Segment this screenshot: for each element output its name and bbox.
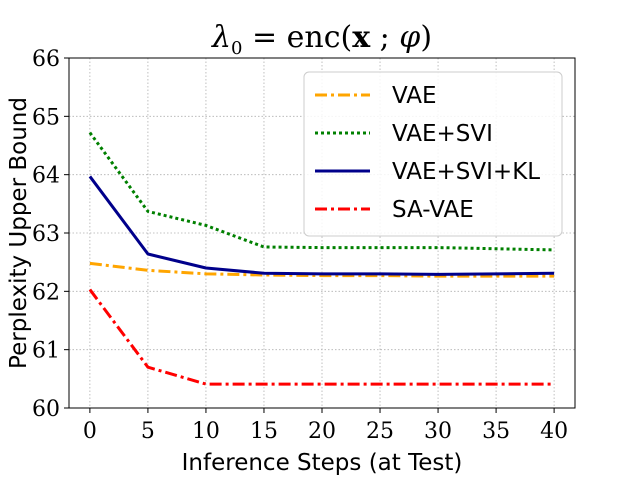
y-tick-label: 65 [32, 105, 60, 130]
y-tick-label: 66 [32, 47, 60, 72]
x-tick-label: 20 [308, 419, 336, 444]
title-close: ) [420, 20, 432, 55]
x-tick-label: 40 [540, 419, 568, 444]
legend: VAE VAE+SVI VAE+SVI+KL SA-VAE [303, 71, 563, 237]
x-tick-label: 30 [424, 419, 452, 444]
x-tick-label: 0 [83, 419, 97, 444]
axis-ticks: 0 5 10 15 20 25 30 35 40 60 61 62 63 64 65 66 [32, 47, 568, 444]
y-tick-label: 61 [32, 339, 60, 364]
title-sep: ; [370, 20, 399, 55]
title-phi: φ [399, 20, 420, 55]
title-lambda: λ [211, 20, 231, 55]
chart-title: λ0 = enc(x ; φ) [211, 20, 432, 59]
series-lines [88, 131, 555, 386]
y-tick-label: 62 [32, 280, 60, 305]
legend-label-vae-svi: VAE+SVI [392, 121, 493, 147]
y-tick-label: 60 [32, 397, 60, 422]
series-line-vae [89, 261, 555, 278]
x-tick-label: 25 [366, 419, 394, 444]
legend-label-sa-vae: SA-VAE [392, 197, 474, 223]
x-tick-label: 10 [192, 419, 220, 444]
y-tick-label: 64 [32, 164, 60, 189]
series-line-vae-svi [88, 131, 555, 252]
title-subscript: 0 [231, 38, 242, 59]
x-tick-label: 35 [482, 419, 510, 444]
series-line-sa-vae [88, 288, 555, 386]
series-line-vae-svi-kl [88, 175, 555, 276]
legend-label-vae-svi-kl: VAE+SVI+KL [392, 159, 540, 185]
legend-label-vae: VAE [392, 83, 437, 109]
x-axis-label: Inference Steps (at Test) [182, 450, 463, 476]
title-eq: = enc( [242, 20, 352, 55]
title-bold-x: x [352, 20, 371, 55]
x-tick-label: 15 [250, 419, 278, 444]
y-tick-label: 63 [32, 222, 60, 247]
y-axis-label: Perplexity Upper Bound [6, 97, 32, 369]
legend-box [303, 71, 563, 237]
x-tick-label: 5 [141, 419, 155, 444]
